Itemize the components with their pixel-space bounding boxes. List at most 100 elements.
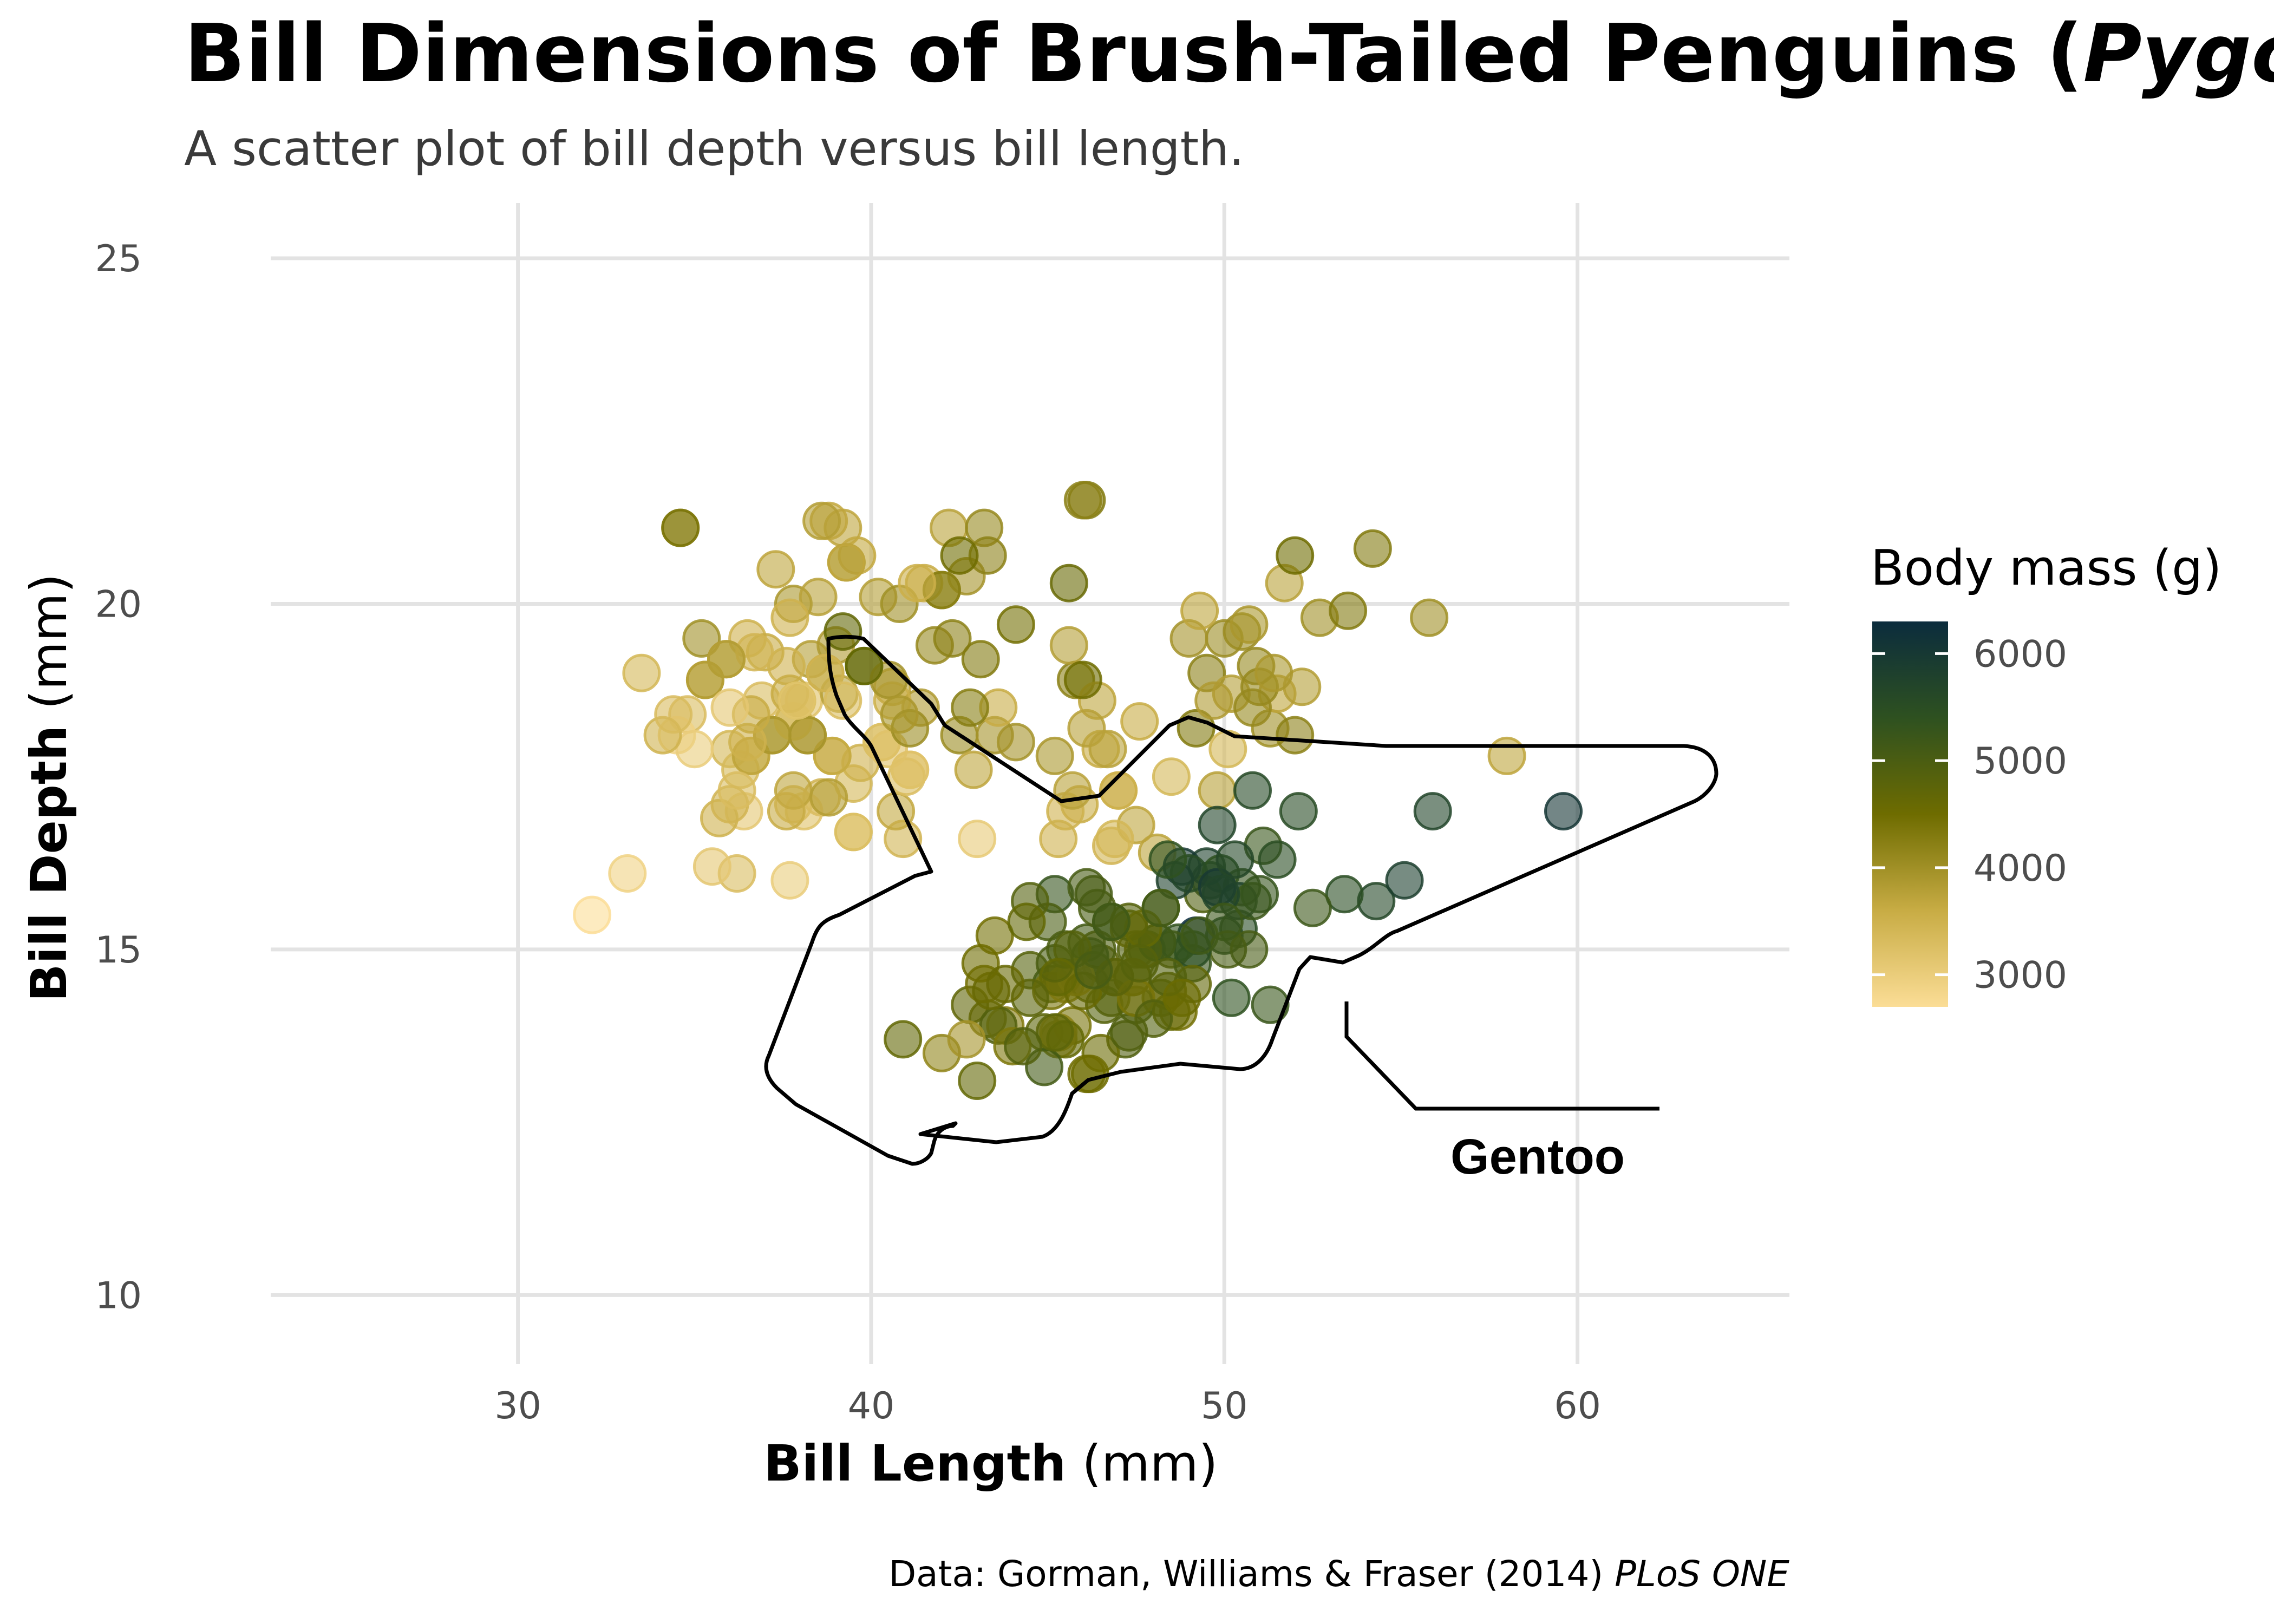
data-point: [622, 653, 661, 692]
data-point: [608, 854, 647, 893]
data-point: [961, 640, 1000, 679]
data-point: [1413, 792, 1452, 831]
legend-title: Body mass (g): [1871, 540, 2221, 597]
data-point: [573, 895, 612, 934]
y-tick-label: 25: [95, 238, 142, 280]
data-point: [1067, 1055, 1106, 1093]
x-tick-label: 50: [1201, 1385, 1248, 1427]
data-point: [1099, 771, 1138, 810]
gentoo-annotation: Gentoo: [764, 634, 1718, 1184]
data-point: [1230, 930, 1269, 969]
data-point: [770, 861, 809, 900]
data-point: [1035, 1013, 1074, 1052]
data-point: [1251, 985, 1290, 1024]
data-point: [1049, 626, 1088, 665]
data-point: [961, 944, 1000, 983]
data-point: [1233, 688, 1272, 727]
data-point: [1039, 820, 1078, 859]
gentoo-hull-outline: [764, 634, 1718, 1166]
data-point: [654, 695, 693, 734]
data-point: [1063, 660, 1102, 699]
data-point: [1325, 875, 1364, 914]
data-point: [1063, 481, 1102, 520]
legend-tick-label: 3000: [1974, 954, 2067, 997]
chart-title: Bill Dimensions of Brush-Tailed Penguins…: [184, 7, 2274, 100]
data-point: [1053, 771, 1092, 810]
legend-tick-label: 5000: [1974, 740, 2067, 783]
x-gridlines: [516, 203, 1580, 1364]
gentoo-label: Gentoo: [1450, 1129, 1625, 1184]
data-point: [1230, 605, 1269, 644]
data-point: [1049, 564, 1088, 603]
legend-tick-label: 6000: [1974, 633, 2067, 676]
data-point: [880, 695, 919, 734]
data-point: [802, 501, 841, 540]
data-point: [685, 660, 724, 699]
y-tick-label: 15: [95, 929, 142, 972]
data-points: [573, 481, 1583, 1100]
data-point: [1254, 653, 1293, 692]
x-axis-title: Bill Length (mm): [764, 1435, 1218, 1492]
data-point: [767, 792, 806, 831]
legend-colorbar: [1872, 621, 1948, 1007]
data-point: [1074, 951, 1113, 990]
data-point: [996, 605, 1035, 644]
data-point: [777, 681, 816, 720]
data-point: [1088, 730, 1127, 769]
data-point: [996, 723, 1035, 762]
data-point: [954, 750, 993, 789]
data-point: [1233, 771, 1272, 810]
y-tick-label: 10: [95, 1274, 142, 1317]
data-point: [692, 847, 731, 886]
data-point: [1162, 978, 1201, 1017]
data-point: [1544, 792, 1583, 831]
caption: Data: Gorman, Williams & Fraser (2014) P…: [888, 1553, 1789, 1595]
data-point: [1385, 861, 1424, 900]
chart-title-main: Bill Dimensions of Brush-Tailed Penguins…: [184, 7, 2083, 100]
data-point: [1279, 792, 1318, 831]
data-point: [1007, 902, 1046, 941]
data-point: [1120, 944, 1159, 983]
data-point: [799, 578, 838, 617]
data-point: [827, 543, 866, 582]
data-point: [809, 778, 848, 817]
x-tick-label: 30: [494, 1385, 541, 1427]
data-point: [1329, 591, 1368, 630]
data-point: [951, 688, 990, 727]
y-tick-labels: 10 15 20 25: [95, 238, 142, 1317]
caption-italic: PLoS ONE: [1615, 1553, 1789, 1595]
y-gridlines: [271, 256, 1789, 1297]
legend-ticks: 3000 4000 5000 6000: [1872, 633, 2067, 997]
data-point: [986, 965, 1025, 1004]
data-point: [845, 646, 884, 685]
data-point: [1148, 840, 1187, 879]
data-point: [1095, 820, 1134, 859]
x-axis-title-unit: (mm): [1066, 1435, 1218, 1492]
data-point: [1258, 840, 1297, 879]
y-axis-title-unit: (mm): [20, 573, 78, 725]
data-point: [1180, 591, 1219, 630]
x-tick-label: 60: [1554, 1385, 1601, 1427]
data-point: [958, 820, 997, 859]
y-axis-title-bold: Bill Depth: [20, 725, 78, 1002]
data-point: [788, 716, 827, 755]
data-point: [661, 508, 700, 547]
gentoo-leader-line: [1344, 1001, 1659, 1111]
data-point: [1293, 888, 1332, 927]
legend: Body mass (g) 3000 4000 5000 6000: [1871, 540, 2221, 1007]
data-point: [1004, 1027, 1042, 1066]
data-point: [1198, 771, 1237, 810]
data-point: [1067, 868, 1106, 907]
data-point: [1120, 702, 1159, 741]
x-axis-title-bold: Bill Length: [764, 1435, 1067, 1492]
data-point: [770, 598, 809, 637]
data-point: [813, 736, 852, 775]
x-tick-label: 40: [848, 1385, 895, 1427]
data-point: [1240, 875, 1279, 914]
data-point: [1216, 840, 1254, 879]
caption-main: Data: Gorman, Williams & Fraser (2014): [888, 1553, 1615, 1595]
y-axis-title: Bill Depth (mm): [20, 573, 78, 1001]
chart-subtitle: A scatter plot of bill depth versus bill…: [184, 121, 1244, 176]
data-point: [940, 536, 979, 575]
